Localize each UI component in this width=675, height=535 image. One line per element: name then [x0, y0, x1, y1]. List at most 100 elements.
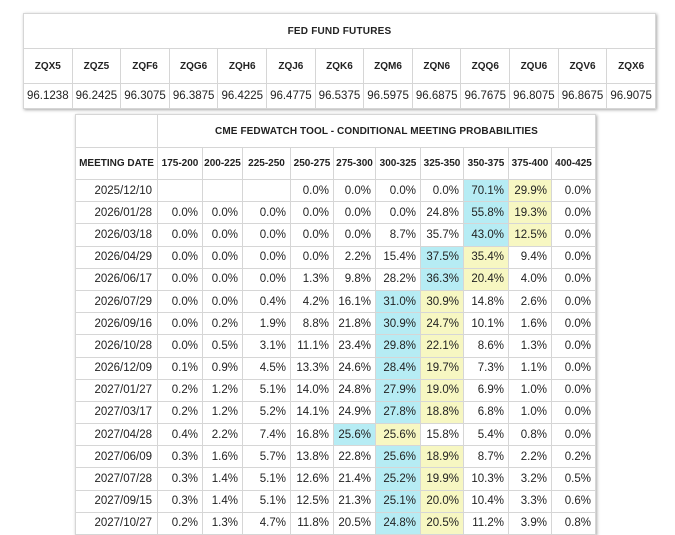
probability-cell: 27.8% — [375, 400, 421, 425]
probability-cell: 0.4% — [242, 289, 291, 314]
probability-cell: 11.1% — [290, 334, 334, 358]
meeting-date-cell: 2026/09/16 — [75, 312, 158, 336]
meeting-date-cell: 2025/12/10 — [75, 178, 158, 203]
range-header-175-200: 175-200 — [157, 147, 203, 180]
meeting-date-cell: 2027/04/28 — [75, 423, 158, 447]
probability-cell: 36.3% — [420, 267, 464, 291]
meeting-row: 2027/06/09 0.3% 1.6% 5.7% 13.8% 22.8% 25.6% 18.… — [75, 445, 596, 469]
range-header-row: MEETING DATE 175-200 200-225 225-250 250-27… — [75, 147, 596, 180]
probability-cell: 10.4% — [463, 489, 509, 513]
probability-cell: 1.0% — [508, 378, 552, 402]
probability-cell: 0.0% — [202, 201, 243, 225]
meeting-row: 2026/03/18 0.0% 0.0% 0.0% 0.0% 0.0% 8.7% 35.7% 4… — [75, 223, 596, 247]
probability-cell: 1.2% — [202, 378, 243, 402]
probability-cell: 25.6% — [333, 423, 376, 447]
futures-price-zqv6: 96.8675 — [557, 83, 608, 109]
probability-cell: 8.6% — [463, 334, 509, 358]
probability-cell: 0.0% — [551, 178, 596, 203]
probability-cell: 14.1% — [290, 400, 334, 425]
futures-code-zqq6: ZQQ6 — [460, 48, 511, 84]
probability-cell: 3.9% — [508, 511, 552, 535]
probability-cell: 5.1% — [242, 378, 291, 402]
probability-cell: 0.0% — [551, 334, 596, 358]
probability-cell: 1.3% — [202, 511, 243, 535]
meeting-date-cell: 2026/01/28 — [75, 201, 158, 225]
meeting-date-cell: 2027/01/27 — [75, 378, 158, 402]
probability-cell: 0.0% — [551, 267, 596, 291]
probability-cell: 0.0% — [202, 267, 243, 291]
meeting-row: 2026/01/28 0.0% 0.0% 0.0% 0.0% 0.0% 0.0% 24.8% 5… — [75, 201, 596, 225]
meeting-date-cell: 2026/12/09 — [75, 356, 158, 380]
probability-cell: 5.7% — [242, 445, 291, 469]
futures-code-zqn6: ZQN6 — [411, 48, 462, 84]
meeting-date-cell: 2027/03/17 — [75, 400, 158, 425]
probability-cell: 31.0% — [375, 289, 421, 314]
probability-cell: 1.2% — [202, 400, 243, 425]
meeting-date-cell: 2027/09/15 — [75, 489, 158, 513]
futures-code-zqj6: ZQJ6 — [266, 48, 316, 84]
probability-cell: 0.0% — [551, 201, 596, 225]
probability-cell: 0.0% — [551, 223, 596, 247]
probability-cell: 12.5% — [290, 489, 334, 513]
probability-cell: 0.3% — [157, 445, 203, 469]
futures-code-zqf6: ZQF6 — [120, 48, 170, 84]
probability-cell: 25.6% — [375, 423, 421, 447]
futures-price-zqx6: 96.9075 — [606, 83, 656, 109]
probability-cell: 0.5% — [551, 467, 596, 491]
probability-cell: 2.2% — [333, 245, 376, 269]
futures-code-zqk6: ZQK6 — [314, 48, 365, 84]
meeting-row: 2026/09/16 0.0% 0.2% 1.9% 8.8% 21.8% 30.9% 24.7… — [75, 312, 596, 336]
meeting-date-cell: 2026/10/28 — [75, 334, 158, 358]
probability-cell: 5.4% — [463, 423, 509, 447]
futures-code-zqh6: ZQH6 — [217, 48, 268, 84]
probability-cell: 25.1% — [375, 489, 421, 513]
probability-cell: 24.8% — [333, 378, 376, 402]
probability-cell: 0.0% — [242, 245, 291, 269]
probability-cell: 35.4% — [463, 245, 509, 269]
futures-code-zqg6: ZQG6 — [168, 48, 219, 84]
probability-cell: 0.0% — [290, 245, 334, 269]
futures-code-zqx6: ZQX6 — [606, 48, 656, 84]
probability-cell: 0.0% — [551, 400, 596, 425]
probability-cell: 16.8% — [290, 423, 334, 447]
probability-cell: 25.6% — [375, 445, 421, 469]
fedwatch-title: CME FEDWATCH TOOL - CONDITIONAL MEETING … — [157, 114, 596, 148]
probability-cell: 10.1% — [463, 312, 509, 336]
range-header-300-325: 300-325 — [375, 147, 421, 180]
probability-cell: 13.8% — [290, 445, 334, 469]
probability-cell: 0.0% — [157, 334, 203, 358]
futures-code-zqu6: ZQU6 — [509, 48, 559, 84]
probability-cell: 3.2% — [508, 467, 552, 491]
probability-cell: 0.0% — [242, 223, 291, 247]
probability-cell: 15.4% — [375, 245, 421, 269]
probability-cell: 0.0% — [333, 223, 376, 247]
probability-cell: 28.4% — [375, 356, 421, 380]
meeting-date-header: MEETING DATE — [75, 147, 158, 180]
probability-cell: 24.8% — [420, 201, 464, 225]
probability-cell: 4.7% — [242, 511, 291, 535]
probability-cell: 6.8% — [463, 400, 509, 425]
probability-cell: 22.1% — [420, 334, 464, 358]
meeting-date-cell: 2026/07/29 — [75, 289, 158, 314]
probability-cell: 24.8% — [375, 511, 421, 535]
probability-cell: 7.3% — [463, 356, 509, 380]
probability-cell: 20.4% — [463, 267, 509, 291]
range-header-400-425: 400-425 — [551, 147, 596, 180]
probability-cell: 24.6% — [333, 356, 376, 380]
probability-cell: 0.0% — [157, 223, 203, 247]
probability-cell: 0.0% — [551, 423, 596, 447]
range-header-350-375: 350-375 — [463, 147, 509, 180]
meeting-row: 2026/07/29 0.0% 0.0% 0.4% 4.2% 16.1% 31.0% 30.9… — [75, 289, 596, 314]
meeting-row: 2026/10/28 0.0% 0.5% 3.1% 11.1% 23.4% 29.8% 22.… — [75, 334, 596, 358]
meeting-row: 2026/04/29 0.0% 0.0% 0.0% 0.0% 2.2% 15.4% 37.5%… — [75, 245, 596, 269]
meeting-row: 2025/12/10 0.0% 0.0% 0.0% 0.0% 70.1% 29.9% 0.0% — [75, 178, 596, 203]
probability-cell: 0.2% — [157, 400, 203, 425]
probability-cell: 1.4% — [202, 467, 243, 491]
probability-cell: 0.1% — [157, 356, 203, 380]
probability-cell: 30.9% — [375, 312, 421, 336]
probability-cell: 8.7% — [375, 223, 421, 247]
probability-cell — [157, 178, 203, 203]
probability-cell: 2.2% — [508, 445, 552, 469]
probability-cell: 19.0% — [420, 378, 464, 402]
probability-cell: 4.0% — [508, 267, 552, 291]
